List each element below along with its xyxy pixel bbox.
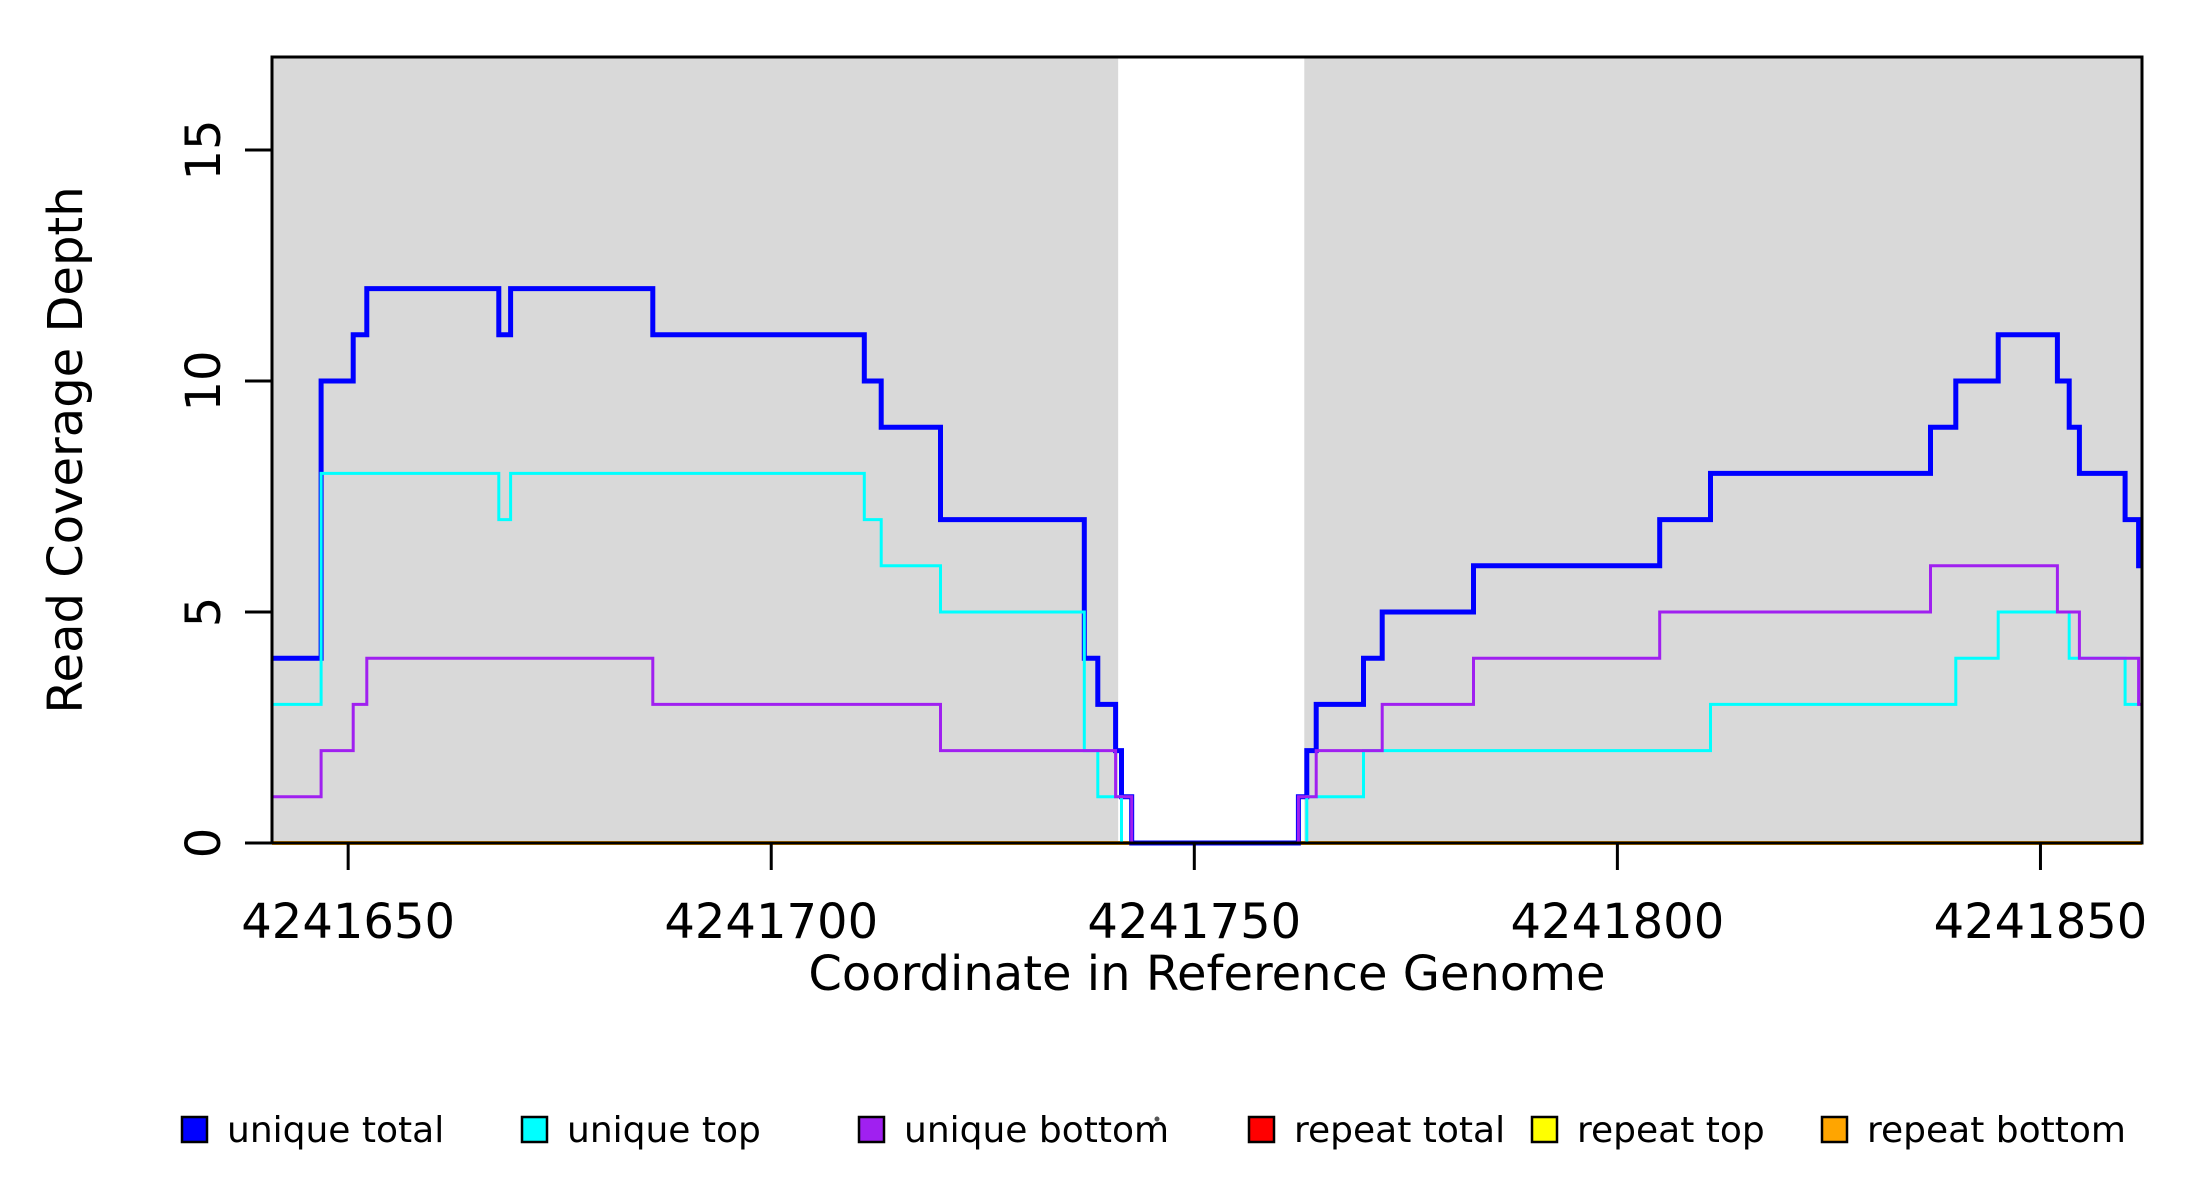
shaded-regions-layer [272,57,2142,843]
legend-swatch-repeat-bottom [1820,1115,1849,1144]
x-tick-label: 4241650 [241,894,455,950]
y-axis-title: Read Coverage Depth [38,186,94,713]
x-tick-label: 4241700 [664,894,878,950]
x-tick-label: 4241750 [1087,894,1301,950]
legend-swatch-repeat-top [1530,1115,1559,1144]
series-line-unique-top [272,471,2142,845]
legend-entry-unique-top: unique top [520,1110,761,1151]
legend-swatch-unique-total [180,1115,209,1144]
legend-label: unique bottom [904,1110,1169,1151]
legend-entry-repeat-top: repeat top [1530,1110,1765,1151]
legend-swatch-repeat-total [1247,1115,1276,1144]
legend-swatch-unique-bottom [857,1115,886,1144]
legend-entry-unique-total: unique total [180,1110,444,1151]
legend-label: unique top [567,1110,761,1151]
plot-frame-layer [270,55,2144,845]
x-tick-label: 4241850 [1934,894,2148,950]
legend-entry-repeat-bottom: repeat bottom [1820,1110,2126,1151]
legend-label: repeat top [1577,1110,1765,1151]
shaded-region [1304,57,2142,843]
x-axis-title: Coordinate in Reference Genome [808,946,1605,1002]
legend-label: repeat total [1294,1110,1505,1151]
legend-artifact-dot [1154,1116,1160,1122]
y-tick-label: 0 [176,828,232,859]
x-tick-label: 4241800 [1510,894,1724,950]
plot-border [270,55,2144,845]
axis-ticks-layer: 4241650 4241700 4241750 4241800 4241850 0 5 10 1… [176,119,2147,950]
legend-label: repeat bottom [1867,1110,2126,1151]
series-line-unique-bottom [272,564,2142,845]
y-tick-label: 15 [176,119,232,180]
legend-entry-repeat-total: repeat total [1247,1110,1505,1151]
legend: unique total unique top unique bottom repea… [180,1110,2126,1151]
legend-label: unique total [227,1110,444,1151]
shaded-region [272,57,1119,843]
y-tick-label: 10 [176,350,232,411]
legend-swatch-unique-top [520,1115,549,1144]
y-tick-label: 5 [176,597,232,628]
legend-entry-unique-bottom: unique bottom [857,1110,1169,1151]
